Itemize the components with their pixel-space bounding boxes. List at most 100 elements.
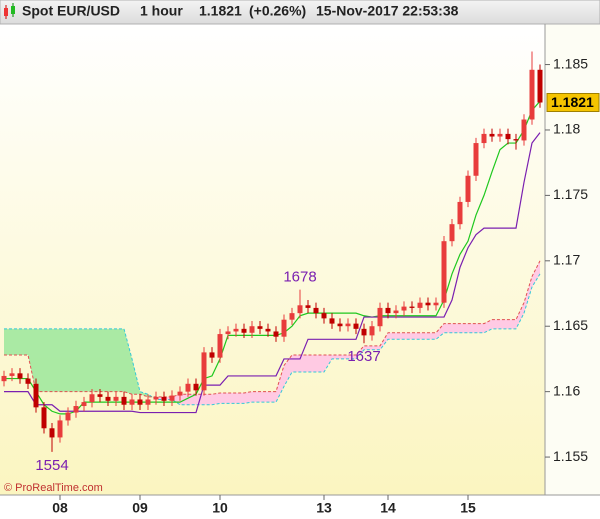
candle-body (385, 307, 391, 314)
cloud-segment (380, 332, 388, 350)
candle-body (481, 133, 487, 144)
annotation: 1554 (35, 457, 68, 474)
last-price-tag (546, 93, 600, 112)
candle-body (449, 224, 455, 242)
candle-body (529, 69, 535, 120)
cloud-segment (524, 276, 532, 314)
candle-body (289, 313, 295, 320)
candle-body (33, 383, 39, 408)
watermark: © ProRealTime.com (4, 482, 103, 494)
header-interval: 1 hour (140, 3, 183, 19)
candle-body (89, 394, 95, 403)
x-tick-label: 08 (52, 500, 68, 516)
cloud-segment (12, 328, 20, 356)
candle-body (25, 378, 31, 384)
cloud-segment (116, 328, 124, 392)
cloud-segment (364, 345, 372, 350)
cloud-segment (316, 355, 324, 373)
cloud-segment (148, 394, 156, 400)
candle-body (137, 399, 143, 405)
candle-body (217, 334, 223, 358)
cloud-segment (4, 328, 12, 356)
candle-body (169, 395, 175, 401)
cloud-segment (428, 332, 436, 340)
cloud-segment (436, 323, 444, 340)
candle-body (473, 143, 479, 176)
candle-body (393, 310, 399, 314)
header-bar (0, 0, 600, 25)
candle-body (297, 305, 303, 314)
cloud-segment (348, 355, 356, 359)
cloud-segment (20, 328, 28, 356)
cloud-segment (36, 328, 44, 392)
candle-body (401, 306, 407, 311)
cloud-segment (452, 323, 460, 333)
candle-body (225, 331, 231, 335)
candle-body (113, 396, 119, 401)
candle-body (105, 396, 111, 401)
y-tick-label: 1.155 (553, 448, 588, 464)
cloud-segment (268, 391, 276, 403)
header-timestamp: 15-Nov-2017 22:53:38 (316, 3, 459, 19)
candle-body (185, 383, 191, 392)
candle-body (241, 328, 247, 333)
candle-body (441, 241, 447, 303)
cloud-segment (332, 355, 340, 359)
cloud-segment (140, 391, 148, 397)
cloud-segment (236, 392, 244, 404)
candle-body (57, 420, 63, 438)
cloud-segment (308, 355, 316, 373)
x-tick-label: 10 (212, 500, 228, 516)
candle-body (369, 326, 375, 336)
cloud-segment (404, 332, 412, 340)
cloud-segment (444, 323, 452, 333)
cloud-segment (340, 355, 348, 359)
candle-body (201, 352, 207, 391)
y-tick-label: 1.165 (553, 317, 588, 333)
candle-body (17, 373, 23, 379)
cloud-segment (412, 332, 420, 340)
candle-body (345, 323, 351, 327)
y-tick-label: 1.185 (553, 55, 588, 71)
candle-body (233, 328, 239, 332)
cloud-segment (324, 355, 332, 373)
annotation: 1637 (347, 348, 380, 365)
cloud-segment (492, 319, 500, 329)
cloud-segment (468, 323, 476, 333)
header-change: (+0.26%) (249, 3, 306, 19)
candle-body (1, 375, 7, 382)
header-last: 1.1821 (199, 3, 242, 19)
cloud-segment (60, 328, 68, 392)
candle-body (153, 396, 159, 400)
cloud-segment (284, 355, 292, 387)
cloud-span-a (4, 273, 541, 406)
cloud-segment (276, 365, 284, 403)
cloud-segment (420, 332, 428, 340)
last-price-label: 1.1821 (551, 94, 594, 110)
plot-background (0, 24, 545, 495)
header-title: Spot EUR/USD (22, 3, 120, 19)
candle-body (65, 412, 71, 421)
candle-body (361, 328, 367, 336)
candle-body (305, 305, 311, 308)
candle-body (209, 352, 215, 358)
candle-body (273, 331, 279, 337)
cloud-segment (260, 391, 268, 403)
candle-body (281, 319, 287, 337)
cloud-segment (532, 260, 540, 287)
candle-body (129, 399, 135, 405)
candle-body (409, 306, 415, 308)
candle-body (329, 318, 335, 324)
y-tick-label: 1.18 (553, 121, 580, 137)
cloud-segment (388, 332, 396, 340)
cloud-segment (252, 391, 260, 403)
candle-body (97, 394, 103, 397)
candle-body (457, 201, 463, 225)
candle-body (257, 326, 263, 329)
cloud-segment (124, 328, 132, 395)
cloud-segment (516, 302, 524, 329)
cloud-segment (508, 319, 516, 329)
annotation: 1678 (283, 269, 316, 286)
candle-body (497, 133, 503, 137)
